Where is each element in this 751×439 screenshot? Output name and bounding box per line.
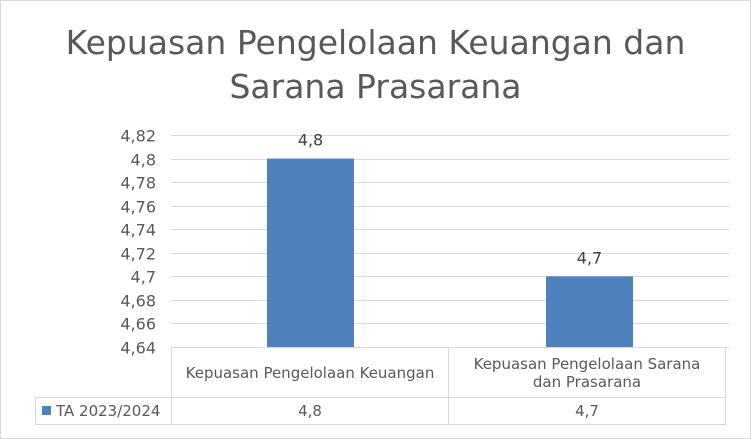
- table-value-2: 4,7: [448, 397, 726, 425]
- y-tick-label: 4,74: [120, 221, 156, 240]
- data-label: 4,8: [298, 131, 323, 150]
- bar: [267, 158, 354, 347]
- y-tick-label: 4,66: [120, 315, 156, 334]
- category-label-1-line-1: Kepuasan Pengelolaan Keuangan: [185, 363, 435, 382]
- chart-title-line-2: Sarana Prasarana: [229, 67, 522, 106]
- data-table: Kepuasan Pengelolaan Keuangan Kepuasan P…: [35, 347, 726, 425]
- y-tick-label: 4,72: [120, 245, 156, 264]
- legend-series-name: TA 2023/2024: [56, 402, 161, 420]
- category-row: Kepuasan Pengelolaan Keuangan Kepuasan P…: [35, 347, 726, 398]
- table-corner: [35, 347, 172, 398]
- y-tick-label: 4,8: [131, 151, 156, 170]
- category-label-2-line-2: dan Prasarana: [532, 372, 642, 391]
- table-value-1: 4,8: [171, 397, 449, 425]
- category-label-2-line-1: Kepuasan Pengelolaan Sarana: [473, 354, 701, 373]
- legend-entry: TA 2023/2024: [35, 397, 172, 425]
- chart-title-line-1: Kepuasan Pengelolaan Keuangan dan: [65, 23, 686, 62]
- y-tick-label: 4,7: [131, 268, 156, 287]
- category-label-1: Kepuasan Pengelolaan Keuangan: [171, 347, 449, 398]
- series-row: TA 2023/2024 4,8 4,7: [35, 397, 726, 425]
- bar: [546, 276, 633, 347]
- y-tick-label: 4,82: [120, 127, 156, 146]
- data-label: 4,7: [577, 248, 602, 267]
- y-tick-label: 4,78: [120, 174, 156, 193]
- y-tick-label: 4,68: [120, 292, 156, 311]
- chart-title: Kepuasan Pengelolaan Keuangan dan Sarana…: [1, 21, 750, 109]
- category-label-2: Kepuasan Pengelolaan Sarana dan Prasaran…: [448, 347, 726, 398]
- legend-swatch: [42, 406, 51, 415]
- y-tick-label: 4,76: [120, 198, 156, 217]
